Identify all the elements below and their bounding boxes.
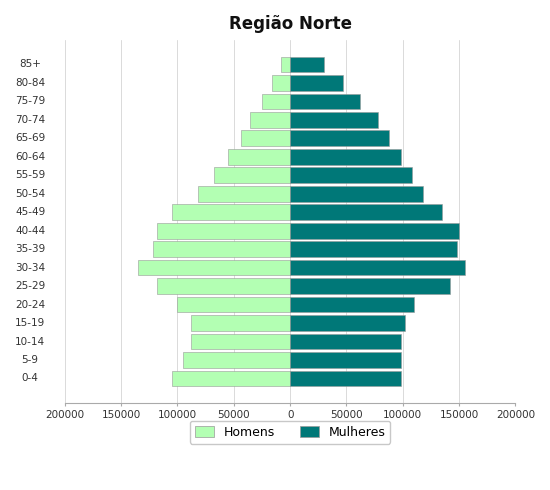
Bar: [172, 370, 290, 386]
Bar: [290, 278, 450, 294]
Bar: [191, 315, 290, 331]
Bar: [213, 168, 290, 183]
Bar: [290, 130, 389, 146]
Bar: [290, 149, 400, 165]
Bar: [183, 352, 290, 368]
Bar: [172, 204, 290, 220]
Bar: [290, 75, 343, 91]
Bar: [281, 57, 290, 73]
Bar: [290, 204, 442, 220]
Bar: [290, 57, 324, 73]
Bar: [290, 352, 400, 368]
Legend: Homens, Mulheres: Homens, Mulheres: [190, 421, 390, 444]
Bar: [178, 297, 290, 313]
Bar: [290, 223, 459, 239]
Bar: [290, 315, 405, 331]
Bar: [138, 260, 290, 275]
Bar: [157, 278, 290, 294]
Bar: [290, 94, 360, 109]
Bar: [228, 149, 290, 165]
Bar: [290, 186, 423, 201]
Bar: [290, 112, 378, 128]
Bar: [157, 223, 290, 239]
Bar: [272, 75, 290, 91]
Bar: [290, 260, 465, 275]
Bar: [153, 241, 290, 257]
Bar: [290, 168, 412, 183]
Bar: [290, 334, 400, 349]
Bar: [240, 130, 290, 146]
Bar: [250, 112, 290, 128]
Bar: [290, 297, 414, 313]
Bar: [290, 370, 400, 386]
Bar: [290, 241, 457, 257]
Bar: [191, 334, 290, 349]
Bar: [262, 94, 290, 109]
Bar: [198, 186, 290, 201]
Title: Região Norte: Região Norte: [229, 15, 351, 33]
